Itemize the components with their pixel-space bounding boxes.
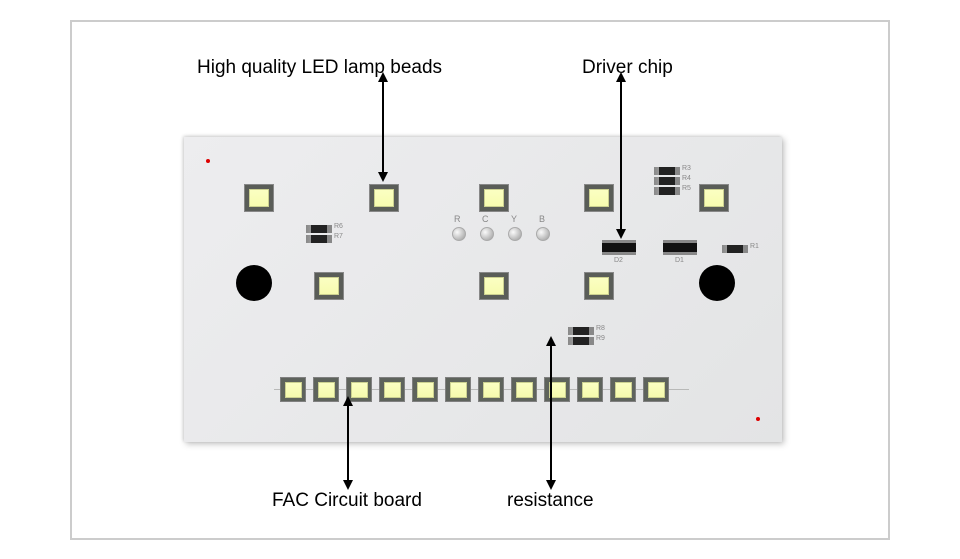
resistor-label: R9 <box>596 335 605 342</box>
resistor-label: R8 <box>596 325 605 332</box>
led-bead <box>699 184 729 212</box>
resistor-label: R6 <box>334 223 343 230</box>
annotation-circuit-board: FAC Circuit board <box>272 490 422 512</box>
resistor-label: R3 <box>682 165 691 172</box>
resistor-label: R4 <box>682 175 691 182</box>
led-bead <box>610 377 636 402</box>
led-bead <box>577 377 603 402</box>
arrow-head-icon <box>378 172 388 182</box>
arrow-head-icon <box>378 72 388 82</box>
led-bead <box>511 377 537 402</box>
arrow-head-icon <box>343 480 353 490</box>
arrow-head-icon <box>343 396 353 406</box>
led-bead <box>584 272 614 300</box>
solder-pad <box>508 227 522 241</box>
resistor-label: R1 <box>750 243 759 250</box>
led-bead <box>244 184 274 212</box>
driver-chip-d1 <box>663 240 697 255</box>
led-bead <box>479 272 509 300</box>
arrow-head-icon <box>616 229 626 239</box>
led-bead <box>544 377 570 402</box>
driver-label: D1 <box>675 257 684 264</box>
red-dot <box>206 159 210 163</box>
led-bead <box>313 377 339 402</box>
circuit-board: R6 R7 R C Y B R3 R4 R5 D2 D1 R1 <box>184 137 782 442</box>
annotation-led-beads: High quality LED lamp beads <box>197 57 442 79</box>
arrow-line <box>620 80 622 232</box>
solder-pad <box>536 227 550 241</box>
led-bead <box>584 184 614 212</box>
pad-label: C <box>482 214 489 224</box>
led-bead <box>280 377 306 402</box>
resistor-r8-r9 <box>568 327 594 345</box>
arrow-head-icon <box>616 72 626 82</box>
led-bead <box>379 377 405 402</box>
led-bead <box>643 377 669 402</box>
resistor-r6-r7 <box>306 225 332 243</box>
arrow-line <box>382 80 384 175</box>
resistor-r1 <box>722 245 748 253</box>
driver-chip-d2 <box>602 240 636 255</box>
diagram-frame: R6 R7 R C Y B R3 R4 R5 D2 D1 R1 <box>70 20 890 540</box>
arrow-line <box>550 344 552 484</box>
led-bead <box>314 272 344 300</box>
led-bead <box>412 377 438 402</box>
led-bead <box>479 184 509 212</box>
annotation-resistance: resistance <box>507 490 594 512</box>
mounting-hole <box>236 265 272 301</box>
led-bead <box>369 184 399 212</box>
led-bead <box>445 377 471 402</box>
mounting-hole <box>699 265 735 301</box>
resistor-label: R5 <box>682 185 691 192</box>
resistor-r3-r4-r5 <box>654 167 680 195</box>
resistor-label: R7 <box>334 233 343 240</box>
pad-label: R <box>454 214 461 224</box>
annotation-driver-chip: Driver chip <box>582 57 673 79</box>
led-bead <box>478 377 504 402</box>
red-dot <box>756 417 760 421</box>
arrow-head-icon <box>546 336 556 346</box>
solder-pad <box>480 227 494 241</box>
driver-label: D2 <box>614 257 623 264</box>
pad-label: Y <box>511 214 517 224</box>
solder-pad <box>452 227 466 241</box>
arrow-line <box>347 404 349 484</box>
arrow-head-icon <box>546 480 556 490</box>
pad-label: B <box>539 214 545 224</box>
